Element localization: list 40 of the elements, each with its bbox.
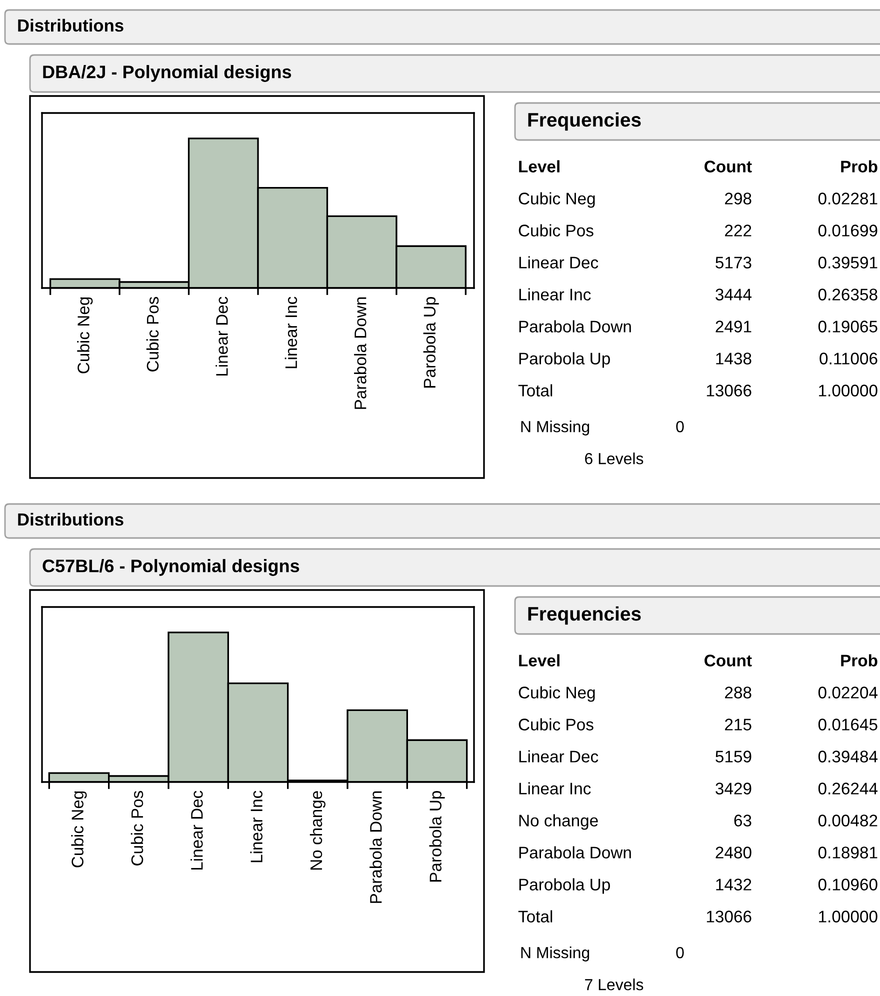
- text: N Missing 0: [521, 946, 684, 962]
- chart-title: C57BL/6 - Polynomial designs: [42, 559, 300, 576]
- text: Parabola Down 2480 0.18981: [519, 846, 878, 858]
- text: Total 13066 1.00000: [518, 910, 878, 922]
- x-tick-label: Parabola Down: [354, 297, 366, 409]
- text: Distributions: [18, 512, 124, 526]
- x-tick-label: Parobola Up: [429, 791, 445, 882]
- text: Distributions: [18, 18, 124, 32]
- text: Cubic Neg 288 0.02204: [518, 686, 878, 702]
- text: Cubic Pos 215 0.01645: [518, 718, 878, 730]
- text: Linear Dec 5159 0.39484: [519, 750, 878, 762]
- text: 7 Levels: [585, 978, 644, 990]
- text: Frequencies: [528, 112, 641, 131]
- text: Total 13066 1.00000: [518, 384, 878, 396]
- x-tick-label: Linear Inc: [250, 790, 262, 862]
- x-tick-label: Parabola Down: [370, 791, 382, 903]
- text: Cubic Pos 222 0.01699: [518, 224, 878, 236]
- text: Parobola Up 1432 0.10960: [519, 878, 878, 894]
- x-tick-label: Cubic Neg: [71, 791, 87, 868]
- text: No change 63 0.00482: [519, 814, 878, 830]
- text: 6 Levels: [585, 452, 644, 464]
- text: Parabola Down 2491 0.19065: [519, 320, 878, 332]
- x-tick-label: Cubic Neg: [77, 297, 93, 374]
- x-tick-label: No change: [310, 791, 326, 870]
- x-tick-label: Cubic Pos: [130, 790, 144, 866]
- text: Linear Inc 3429 0.26244: [519, 782, 878, 794]
- x-tick-label: Cubic Pos: [146, 296, 159, 372]
- chart-title: DBA/2J - Polynomial designs: [43, 65, 292, 82]
- text: Level Count Prob: [519, 160, 878, 172]
- text: Parobola Up 1438 0.11006: [519, 352, 878, 368]
- text: N Missing 0: [521, 420, 684, 436]
- text: Frequencies: [528, 606, 641, 625]
- x-tick-label: Parobola Up: [423, 297, 439, 388]
- text: Linear Dec 5173 0.39591: [519, 256, 878, 268]
- x-tick-label: Linear Dec: [190, 790, 203, 870]
- x-tick-label: Linear Inc: [284, 296, 298, 368]
- text: Linear Inc 3444 0.26358: [519, 288, 878, 300]
- text: Cubic Neg 298 0.02281: [518, 192, 878, 208]
- text: Level Count Prob: [519, 654, 878, 666]
- x-tick-label: Linear Dec: [216, 296, 228, 376]
